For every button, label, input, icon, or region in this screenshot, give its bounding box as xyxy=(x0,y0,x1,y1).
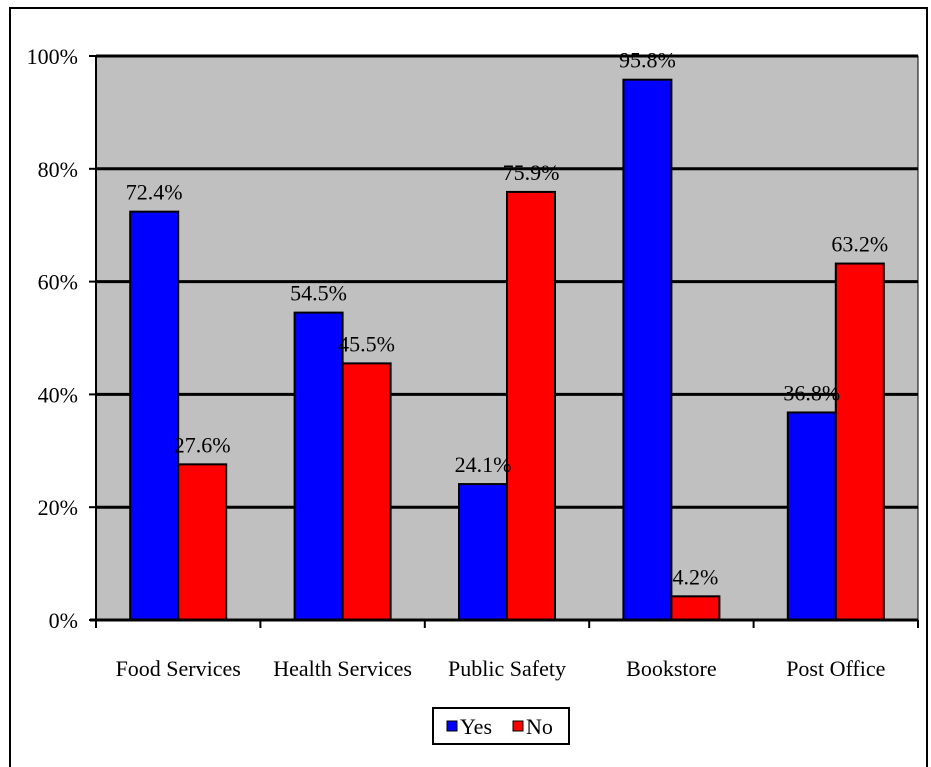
y-tick-label: 40% xyxy=(38,382,78,407)
x-tick-label: Public Safety xyxy=(448,656,566,681)
data-label-no-1: 27.6% xyxy=(174,432,231,457)
data-label-yes-2: 54.5% xyxy=(290,281,347,306)
data-label-no-3: 75.9% xyxy=(503,160,560,185)
data-label-yes-4: 95.8% xyxy=(619,48,676,73)
x-tick-label: Health Services xyxy=(273,656,412,681)
legend-label-yes: Yes xyxy=(460,714,492,739)
data-label-no-5: 63.2% xyxy=(831,232,888,257)
axes xyxy=(89,55,919,628)
legend-label-no: No xyxy=(526,714,553,739)
x-tick-label: Post Office xyxy=(786,656,885,681)
bars xyxy=(129,78,885,622)
y-tick-label: 100% xyxy=(27,44,78,69)
data-label-no-4: 4.2% xyxy=(672,564,718,589)
y-tick-label: 0% xyxy=(49,608,78,633)
legend-swatch-yes xyxy=(446,720,458,732)
x-tick-label: Bookstore xyxy=(626,656,716,681)
y-tick-label: 20% xyxy=(38,495,78,520)
data-label-no-2: 45.5% xyxy=(338,331,395,356)
chart-frame xyxy=(9,7,928,767)
x-axis-tick-labels: Food Services Health Services Public Safet… xyxy=(116,656,886,681)
y-tick-label: 80% xyxy=(38,157,78,182)
y-axis-tick-labels: 0% 20% 40% 60% 80% 100% xyxy=(27,44,78,633)
legend-swatch-no xyxy=(512,720,524,732)
bar-yes-2 xyxy=(293,311,344,621)
bar-no-4 xyxy=(670,595,721,622)
y-tick-label: 60% xyxy=(38,270,78,295)
data-label-yes-5: 36.8% xyxy=(783,380,840,405)
x-tick-label: Food Services xyxy=(116,656,241,681)
bar-yes-3 xyxy=(458,483,508,621)
bar-no-2 xyxy=(341,362,392,621)
bar-yes-5 xyxy=(786,411,837,621)
bar-no-3 xyxy=(506,190,556,621)
bar-no-5 xyxy=(834,262,885,621)
bar-no-1 xyxy=(177,463,228,621)
bar-yes-4 xyxy=(622,78,673,622)
data-label-yes-3: 24.1% xyxy=(455,452,512,477)
data-label-yes-1: 72.4% xyxy=(126,180,183,205)
data-labels: 72.4% 27.6% 54.5% 45.5% 24.1% 75.9% 95.8% 4.2% 3… xyxy=(126,48,888,590)
bar-yes-1 xyxy=(129,210,180,621)
legend: Yes No xyxy=(432,707,570,745)
